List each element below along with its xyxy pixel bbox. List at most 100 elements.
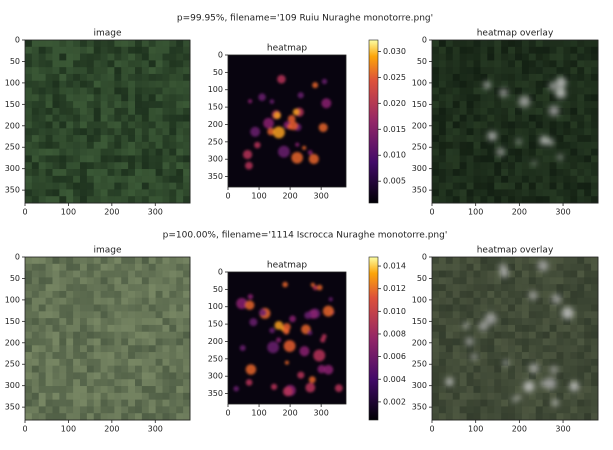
texture-cell: [183, 46, 191, 55]
texture-cell: [128, 372, 136, 380]
texture-cell: [577, 73, 585, 82]
texture-cell: [487, 304, 495, 312]
texture-cell: [480, 114, 488, 122]
texture-cell: [73, 60, 81, 68]
overlay-dim: [432, 40, 598, 203]
texture-cell: [521, 324, 530, 333]
texture-cell: [591, 270, 599, 278]
texture-cell: [148, 290, 157, 299]
texture-cell: [80, 372, 88, 380]
texture-cell: [487, 263, 495, 272]
heat-blob: [236, 297, 248, 310]
texture-cell: [155, 40, 163, 48]
heat-blob: [321, 333, 327, 339]
texture-cell: [473, 53, 481, 61]
texture-cell: [114, 399, 122, 407]
texture-cell: [59, 386, 67, 394]
texture-cell: [183, 40, 191, 48]
texture-cell: [176, 175, 184, 184]
heat-blob: [270, 383, 278, 390]
texture-cell: [577, 53, 585, 61]
texture-cell: [80, 80, 88, 89]
texture-cell: [556, 290, 564, 299]
texture-cell: [66, 101, 74, 109]
texture-cell: [128, 101, 136, 109]
texture-cell: [480, 338, 488, 346]
heat-blob: [245, 300, 255, 310]
texture-cell: [487, 155, 495, 163]
texture-cell: [121, 189, 129, 197]
texture-cell: [114, 263, 122, 272]
texture-cell: [535, 365, 544, 373]
texture-cell: [141, 311, 150, 319]
texture-cell: [183, 284, 191, 292]
texture-cell: [25, 67, 33, 75]
texture-cell: [45, 60, 53, 68]
texture-cell: [141, 107, 150, 116]
texture-cell: [521, 46, 530, 55]
texture-cell: [31, 318, 40, 326]
texture-cell: [45, 406, 53, 414]
texture-cell: [135, 284, 143, 292]
texture-cell: [128, 352, 136, 360]
texture-cell: [66, 155, 74, 163]
texture-cell: [577, 128, 585, 136]
y-tick-label: 250: [208, 137, 223, 146]
texture-cell: [114, 196, 122, 204]
texture-cell: [556, 284, 564, 292]
texture-cell: [148, 107, 157, 116]
colorbar-tick-label: 0.006: [383, 352, 406, 361]
texture-cell: [508, 358, 516, 367]
texture-cell: [80, 107, 88, 116]
texture-cell: [452, 73, 461, 82]
texture-cell: [542, 297, 551, 306]
texture-cell: [31, 277, 40, 285]
texture-cell: [445, 399, 454, 407]
texture-cell: [86, 196, 95, 204]
texture-cell: [148, 413, 157, 421]
texture-cell: [542, 101, 551, 109]
texture-cell: [438, 277, 447, 285]
texture-cell: [508, 94, 516, 102]
texture-cell: [86, 114, 95, 122]
texture-cell: [508, 290, 516, 299]
texture-cell: [141, 365, 150, 373]
texture-cell: [445, 304, 454, 312]
texture-cell: [501, 182, 509, 190]
texture-cell: [508, 175, 516, 184]
texture-cell: [66, 80, 74, 89]
texture-cell: [25, 257, 33, 265]
texture-cell: [438, 345, 447, 353]
texture-cell: [59, 101, 67, 109]
texture-cell: [515, 53, 523, 61]
texture-cell: [549, 60, 557, 68]
texture-cell: [183, 270, 191, 278]
texture-cell: [549, 406, 557, 414]
texture-cell: [535, 399, 544, 407]
texture-cell: [445, 284, 454, 292]
texture-cell: [528, 196, 537, 204]
texture-cell: [480, 290, 488, 299]
texture-cell: [528, 80, 537, 89]
texture-cell: [535, 148, 544, 156]
texture-cell: [59, 189, 67, 197]
texture-cell: [459, 379, 468, 387]
texture-cell: [38, 399, 47, 407]
texture-cell: [107, 358, 115, 367]
texture-cell: [508, 379, 516, 387]
texture-cell: [148, 121, 157, 129]
texture-cell: [162, 311, 170, 319]
texture-cell: [473, 392, 481, 401]
texture-cell: [25, 135, 33, 143]
texture-cell: [148, 297, 157, 306]
texture-cell: [549, 182, 557, 190]
texture-cell: [591, 128, 599, 136]
texture-cell: [570, 128, 578, 136]
texture-cell: [38, 297, 47, 306]
texture-cell: [508, 121, 516, 129]
texture-cell: [473, 40, 481, 48]
texture-cell: [73, 392, 81, 401]
texture-cell: [494, 277, 502, 285]
texture-cell: [480, 162, 488, 170]
texture-cell: [487, 46, 495, 55]
